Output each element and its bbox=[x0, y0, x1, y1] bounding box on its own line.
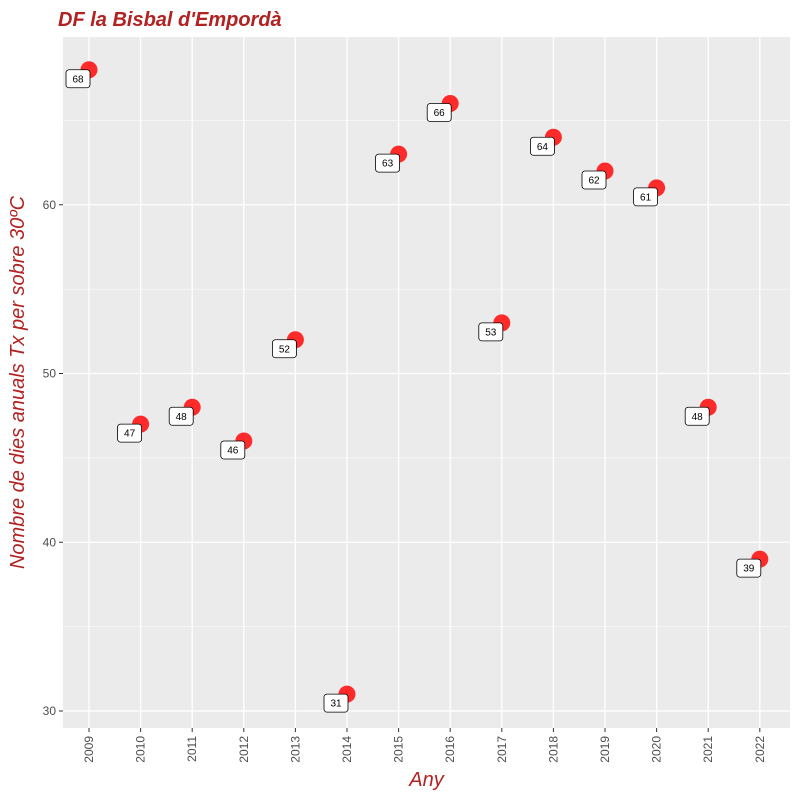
x-axis-title: Any bbox=[408, 769, 444, 791]
data-label: 66 bbox=[434, 108, 446, 119]
data-label-box bbox=[684, 406, 710, 426]
data-label-box bbox=[65, 69, 91, 89]
data-label: 64 bbox=[537, 142, 549, 153]
data-label-box bbox=[375, 153, 401, 173]
data-label-box bbox=[168, 406, 194, 426]
grid bbox=[63, 37, 790, 728]
plot-panel bbox=[63, 37, 790, 728]
data-label: 68 bbox=[72, 74, 84, 85]
data-label: 53 bbox=[485, 327, 497, 338]
x-tick-label: 2016 bbox=[443, 736, 457, 763]
y-axis-title: Nombre de dies anuals Tx per sobre 30ºC bbox=[7, 195, 29, 569]
data-label: 31 bbox=[330, 699, 342, 710]
axis-ticks: 30 40 50 60 2009 2010 2011 2012 2013 2014 2015 2016… bbox=[43, 198, 767, 763]
data-label: 39 bbox=[743, 564, 755, 575]
x-tick-label: 2014 bbox=[340, 736, 354, 763]
x-tick-label: 2020 bbox=[650, 736, 664, 763]
data-label-box bbox=[271, 339, 297, 359]
data-label: 52 bbox=[279, 344, 291, 355]
x-tick-label: 2022 bbox=[753, 736, 767, 763]
x-tick-label: 2012 bbox=[237, 736, 251, 763]
x-tick-label: 2015 bbox=[392, 736, 406, 763]
data-label-box bbox=[117, 423, 142, 443]
data-label-box bbox=[426, 103, 452, 122]
data-label: 48 bbox=[176, 412, 188, 423]
x-tick-label: 2013 bbox=[288, 736, 302, 763]
x-tick-label: 2017 bbox=[495, 736, 509, 763]
data-label: 46 bbox=[227, 446, 239, 457]
data-label: 48 bbox=[692, 412, 704, 423]
x-tick-label: 2010 bbox=[134, 736, 148, 763]
x-tick-label: 2019 bbox=[598, 736, 612, 763]
y-tick-label: 50 bbox=[43, 367, 57, 381]
data-label: 63 bbox=[382, 159, 394, 170]
data-label-box bbox=[736, 558, 762, 578]
data-label-box bbox=[478, 322, 504, 342]
x-tick-label: 2018 bbox=[546, 736, 560, 763]
x-tick-label: 2009 bbox=[82, 736, 96, 763]
data-label-box bbox=[633, 187, 658, 207]
data-label: 61 bbox=[640, 192, 652, 203]
x-tick-label: 2021 bbox=[701, 736, 715, 763]
data-label-box bbox=[581, 170, 607, 190]
data-label-box bbox=[530, 136, 555, 156]
chart-title: DF la Bisbal d'Empordà bbox=[58, 9, 282, 31]
data-label: 62 bbox=[588, 176, 600, 187]
x-tick-label: 2011 bbox=[185, 736, 199, 762]
data-points: 68 47 48 46 52 31 63 66 53 64 62 61 48 39 bbox=[65, 61, 769, 713]
y-tick-label: 30 bbox=[43, 704, 57, 718]
y-tick-label: 40 bbox=[43, 535, 57, 549]
y-tick-label: 60 bbox=[43, 198, 57, 212]
data-label-box bbox=[220, 440, 246, 460]
data-label-box bbox=[323, 693, 349, 713]
data-label: 47 bbox=[124, 429, 136, 440]
